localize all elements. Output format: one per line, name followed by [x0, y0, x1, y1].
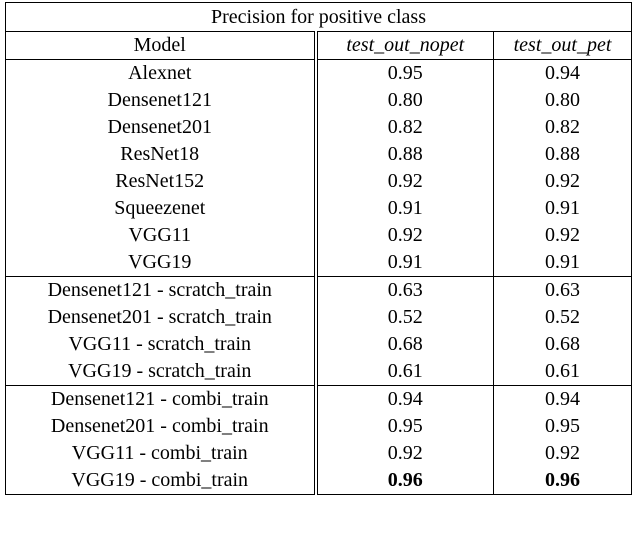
value-cell: 0.92	[315, 440, 494, 467]
model-cell: Squeezenet	[5, 195, 318, 222]
model-cell: VGG19 - scratch_train	[5, 358, 318, 386]
table-row: ResNet18 0.88 0.88	[5, 141, 633, 168]
value-cell: 0.80	[492, 87, 633, 114]
model-cell: Densenet121	[5, 87, 318, 114]
table-row: Densenet121 0.80 0.80	[5, 87, 633, 114]
header-cell: test_out_pet	[492, 31, 633, 60]
value-cell: 0.52	[492, 304, 633, 331]
header-row: Model test_out_nopet test_out_pet	[5, 31, 633, 60]
value-cell: 0.96	[492, 467, 633, 495]
value-cell: 0.92	[492, 168, 633, 195]
table-row: Densenet121 - combi_train 0.94 0.94	[5, 385, 633, 413]
model-cell: Densenet121 - combi_train	[5, 385, 318, 413]
value-cell: 0.94	[492, 59, 633, 87]
value-cell: 0.61	[315, 358, 494, 386]
header-cell: Model	[5, 31, 318, 60]
value-cell: 0.82	[492, 114, 633, 141]
table-row: ResNet152 0.92 0.92	[5, 168, 633, 195]
model-cell: VGG11	[5, 222, 318, 249]
table-row: Alexnet 0.95 0.94	[5, 59, 633, 87]
table-row: VGG19 0.91 0.91	[5, 249, 633, 277]
model-cell: ResNet18	[5, 141, 318, 168]
results-table: Precision for positive class Model test_…	[4, 2, 633, 495]
value-cell: 0.91	[315, 195, 494, 222]
table-row: VGG19 - scratch_train 0.61 0.61	[5, 358, 633, 386]
value-cell: 0.82	[315, 114, 494, 141]
table-row: VGG11 0.92 0.92	[5, 222, 633, 249]
value-cell: 0.68	[315, 331, 494, 358]
table-row: VGG19 - combi_train 0.96 0.96	[5, 467, 633, 495]
table-row: Squeezenet 0.91 0.91	[5, 195, 633, 222]
value-cell: 0.91	[315, 249, 494, 277]
value-cell: 0.95	[315, 59, 494, 87]
value-cell: 0.92	[315, 168, 494, 195]
value-cell: 0.68	[492, 331, 633, 358]
table-row: VGG11 - combi_train 0.92 0.92	[5, 440, 633, 467]
model-cell: VGG19	[5, 249, 318, 277]
model-cell: Alexnet	[5, 59, 318, 87]
value-cell: 0.88	[315, 141, 494, 168]
table-title: Precision for positive class	[4, 2, 633, 32]
value-cell: 0.88	[492, 141, 633, 168]
value-cell: 0.91	[492, 195, 633, 222]
value-cell: 0.92	[492, 440, 633, 467]
model-cell: VGG19 - combi_train	[5, 467, 318, 495]
value-cell: 0.95	[492, 413, 633, 440]
model-cell: Densenet121 - scratch_train	[5, 276, 318, 304]
value-cell: 0.94	[315, 385, 494, 413]
table-row: Densenet201 - combi_train 0.95 0.95	[5, 413, 633, 440]
value-cell: 0.91	[492, 249, 633, 277]
value-cell: 0.61	[492, 358, 633, 386]
model-cell: Densenet201 - combi_train	[5, 413, 318, 440]
model-cell: VGG11 - scratch_train	[5, 331, 318, 358]
table-body: Precision for positive class Model test_…	[4, 2, 633, 495]
value-cell: 0.92	[492, 222, 633, 249]
value-cell: 0.92	[315, 222, 494, 249]
value-cell: 0.80	[315, 87, 494, 114]
table-wrap: Precision for positive class Model test_…	[4, 2, 633, 495]
table-row: VGG11 - scratch_train 0.68 0.68	[5, 331, 633, 358]
value-cell: 0.95	[315, 413, 494, 440]
table-row: Densenet121 - scratch_train 0.63 0.63	[5, 276, 633, 304]
header-cell: test_out_nopet	[315, 31, 494, 60]
model-cell: Densenet201 - scratch_train	[5, 304, 318, 331]
model-cell: ResNet152	[5, 168, 318, 195]
model-cell: VGG11 - combi_train	[5, 440, 318, 467]
table-row: Densenet201 - scratch_train 0.52 0.52	[5, 304, 633, 331]
value-cell: 0.94	[492, 385, 633, 413]
table-row: Densenet201 0.82 0.82	[5, 114, 633, 141]
model-cell: Densenet201	[5, 114, 318, 141]
title-row: Precision for positive class	[4, 2, 633, 32]
value-cell: 0.52	[315, 304, 494, 331]
value-cell: 0.63	[492, 276, 633, 304]
value-cell: 0.96	[315, 467, 494, 495]
value-cell: 0.63	[315, 276, 494, 304]
